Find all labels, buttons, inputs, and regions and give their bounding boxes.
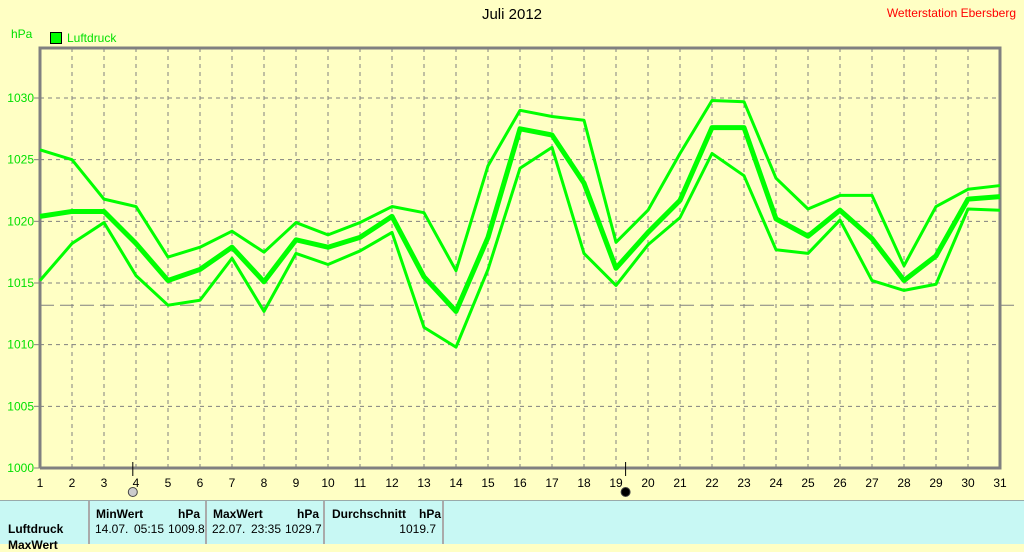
min-cell: MinWert hPa 14.07. 05:15 1009.8 [88, 501, 206, 544]
avg-value: 1019.7 [399, 522, 436, 536]
x-tick-label: 14 [449, 476, 463, 490]
max-value: 1029.7 [285, 522, 322, 536]
min-date: 14.07. [95, 522, 128, 536]
max-unit: hPa [297, 507, 319, 521]
min-unit: hPa [178, 507, 200, 521]
x-tick-label: 6 [197, 476, 204, 490]
x-tick-label: 19 [609, 476, 623, 490]
y-tick-label: 1030 [7, 91, 34, 105]
x-tick-label: 9 [293, 476, 300, 490]
max-cell: MaxWert hPa 22.07. 23:35 1029.7 [205, 501, 324, 544]
y-tick-label: 1000 [7, 461, 34, 475]
x-tick-label: 27 [865, 476, 879, 490]
x-tick-label: 26 [833, 476, 847, 490]
max-time: 23:35 [251, 522, 281, 536]
x-tick-label: 2 [69, 476, 76, 490]
x-tick-label: 5 [165, 476, 172, 490]
x-tick-label: 16 [513, 476, 527, 490]
avg-header: Durchschnitt [332, 507, 406, 521]
y-tick-label: 1025 [7, 153, 34, 167]
x-tick-label: 3 [101, 476, 108, 490]
x-tick-label: 29 [929, 476, 943, 490]
x-tick-label: 21 [673, 476, 687, 490]
avg-unit: hPa [419, 507, 441, 521]
x-tick-label: 23 [737, 476, 751, 490]
x-tick-label: 13 [417, 476, 431, 490]
x-tick-label: 12 [385, 476, 399, 490]
x-tick-label: 25 [801, 476, 815, 490]
row-label: Luftdruck [8, 522, 63, 536]
x-tick-label: 18 [577, 476, 591, 490]
y-tick-label: 1010 [7, 338, 34, 352]
x-tick-label: 24 [769, 476, 783, 490]
max-header: MaxWert [213, 507, 263, 521]
x-tick-label: 1 [37, 476, 44, 490]
y-tick-label: 1020 [7, 214, 34, 228]
x-tick-label: 10 [321, 476, 335, 490]
x-tick-label: 28 [897, 476, 911, 490]
x-tick-label: 31 [993, 476, 1007, 490]
x-tick-label: 15 [481, 476, 495, 490]
avg-cell: Durchschnitt hPa 1019.7 [323, 501, 444, 544]
x-tick-label: 30 [961, 476, 975, 490]
x-tick-label: 22 [705, 476, 719, 490]
x-tick-label: 20 [641, 476, 655, 490]
stats-panel: Luftdruck MaxWert MinWert hPa 14.07. 05:… [0, 500, 1024, 544]
new-moon-icon [621, 488, 630, 497]
x-tick-label: 11 [354, 476, 367, 490]
x-tick-label: 8 [261, 476, 268, 490]
min-value: 1009.8 [168, 522, 205, 536]
full-moon-icon [128, 488, 137, 497]
max-date: 22.07. [212, 522, 245, 536]
row2-label: MaxWert [8, 538, 58, 552]
y-tick-label: 1005 [7, 399, 34, 413]
min-header: MinWert [96, 507, 143, 521]
x-tick-label: 7 [229, 476, 236, 490]
x-tick-label: 17 [545, 476, 559, 490]
min-time: 05:15 [134, 522, 164, 536]
y-tick-label: 1015 [7, 276, 34, 290]
